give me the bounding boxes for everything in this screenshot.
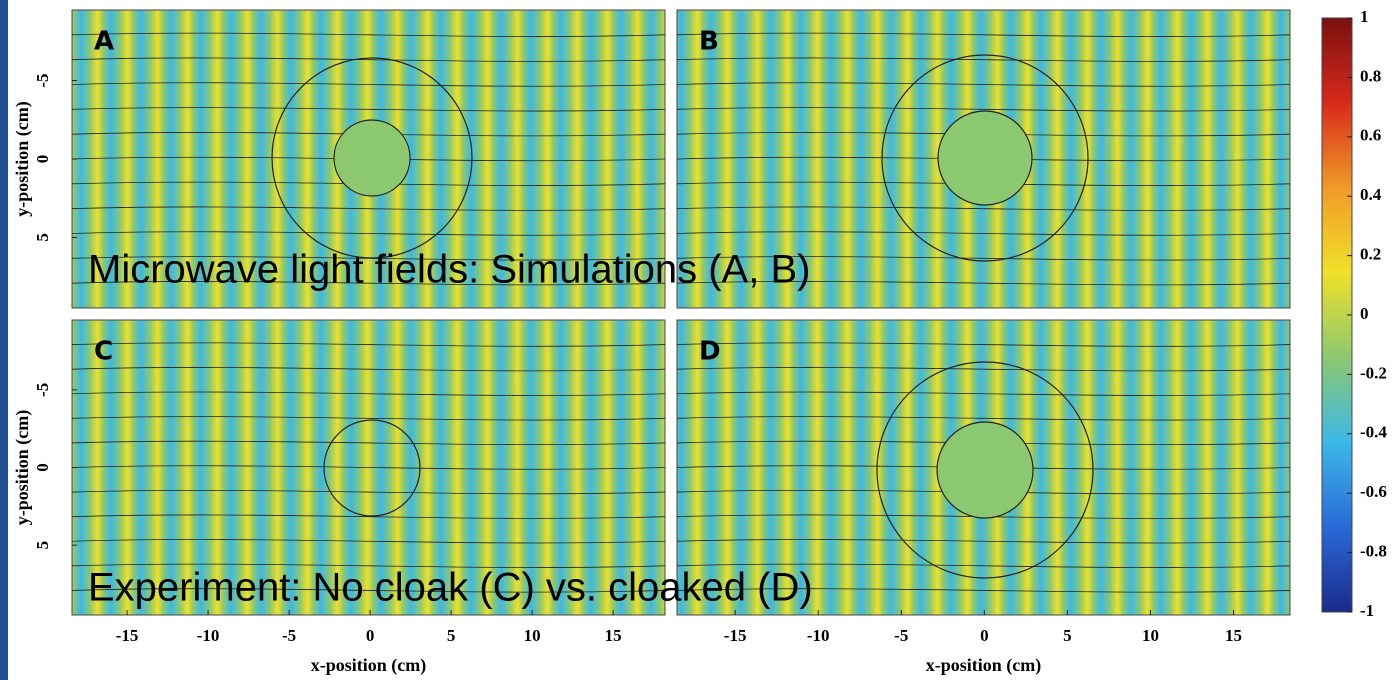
field-line [71, 367, 666, 372]
colorbar-tick-label: 1 [1360, 7, 1369, 26]
colorbar-tick-label: -0.4 [1360, 423, 1387, 442]
field-line [71, 416, 666, 421]
colorbar-tick-label: -0.6 [1360, 482, 1387, 501]
y-tick-label: -5 [33, 383, 52, 397]
x-tick-label: -5 [282, 626, 296, 645]
field-line [676, 206, 1291, 211]
field-line [676, 563, 1291, 568]
field-line [676, 416, 1291, 421]
field-line [71, 588, 666, 593]
x-tick-label: 0 [366, 626, 375, 645]
y-axis-label: y-position (cm) [12, 410, 33, 526]
cloak-outline [936, 421, 1034, 519]
x-tick-label: 15 [1225, 626, 1242, 645]
cloak-outline [937, 110, 1033, 206]
field-line [676, 82, 1291, 87]
field-line [676, 107, 1291, 112]
field-line [71, 342, 666, 347]
y-tick-label: 0 [33, 463, 52, 472]
y-tick-label: 5 [33, 233, 52, 242]
annotation: Experiment: No cloak (C) vs. cloaked (D) [88, 566, 813, 610]
panel-label: C [94, 337, 113, 367]
colorbar-tick-label: 0.8 [1360, 66, 1381, 85]
field-line [71, 107, 666, 112]
field-line [71, 514, 666, 519]
field-line [71, 32, 666, 37]
field-line [71, 57, 666, 62]
field-line [676, 281, 1291, 286]
y-axis-label: y-position (cm) [12, 101, 33, 217]
y-tick-label: 0 [33, 155, 52, 164]
field-line [676, 367, 1291, 372]
colorbar-tick-label: 0 [1360, 304, 1369, 323]
panel-label: D [699, 337, 721, 367]
cloak-outline [271, 57, 473, 259]
field-line [71, 563, 666, 568]
field-line [676, 588, 1291, 593]
cloak-outline [881, 54, 1089, 262]
x-tick-label: 10 [524, 626, 541, 645]
y-tick-label: -5 [33, 73, 52, 87]
x-tick-label: 5 [447, 626, 456, 645]
y-tick-label: 5 [33, 541, 52, 550]
annotation: Microwave light fields: Simulations (A, … [88, 248, 810, 292]
field-line [676, 32, 1291, 37]
x-tick-label: -5 [894, 626, 908, 645]
x-tick-label: 5 [1063, 626, 1072, 645]
x-tick-label: -15 [724, 626, 747, 645]
colorbar-tick-label: -1 [1360, 601, 1374, 620]
x-tick-label: -10 [197, 626, 220, 645]
cloak-outline [323, 419, 421, 517]
x-tick-label: -15 [116, 626, 139, 645]
x-tick-label: -10 [807, 626, 830, 645]
panel-label: A [94, 27, 114, 57]
cloak-outline [333, 119, 411, 197]
field-line [676, 391, 1291, 396]
colorbar-tick-label: -0.8 [1360, 542, 1387, 561]
colorbar-tick-label: 0.4 [1360, 185, 1382, 204]
colorbar-tick-label: 0.6 [1360, 126, 1381, 145]
field-line [71, 82, 666, 87]
colorbar-tick-label: -0.2 [1360, 363, 1387, 382]
field-line [71, 539, 666, 544]
field-line [71, 206, 666, 211]
field-line [71, 391, 666, 396]
field-line [676, 256, 1291, 261]
panel-label: B [699, 27, 719, 57]
x-axis-label: x-position (cm) [926, 655, 1042, 676]
x-tick-label: 15 [605, 626, 622, 645]
field-line [676, 342, 1291, 347]
x-tick-label: 10 [1142, 626, 1159, 645]
x-tick-label: 0 [980, 626, 989, 645]
cloak-outline [876, 361, 1094, 579]
field-line [71, 440, 666, 446]
field-line [71, 231, 666, 236]
field-line [71, 489, 666, 495]
field-line [676, 539, 1291, 544]
field-line [676, 231, 1291, 236]
colorbar-tick-label: 0.2 [1360, 245, 1381, 264]
field-line [676, 57, 1291, 62]
field-line [71, 465, 666, 470]
field-line [71, 281, 666, 286]
x-axis-label: x-position (cm) [311, 655, 427, 676]
